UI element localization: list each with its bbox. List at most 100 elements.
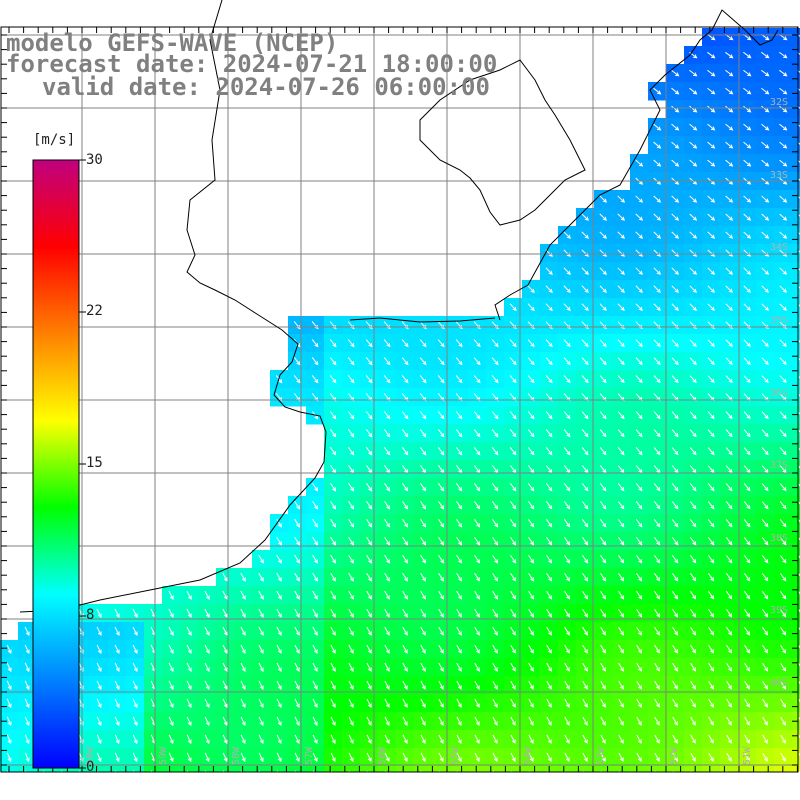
wind-arrowhead: [691, 739, 696, 744]
wind-arrow: [618, 590, 624, 600]
wind-arrow: [600, 572, 606, 582]
wind-arrow: [474, 536, 480, 546]
wind-arrow: [689, 339, 697, 347]
wind-arrowhead: [674, 378, 679, 384]
wind-arrow: [347, 429, 355, 437]
wind-arrowhead: [296, 776, 299, 779]
wind-arrowhead: [134, 776, 137, 779]
wind-arrowhead: [457, 721, 462, 726]
wind-arrow: [563, 357, 571, 365]
wind-arrow: [438, 518, 444, 528]
wind-arrowhead: [277, 631, 282, 636]
wind-arrow: [132, 680, 138, 690]
wind-arrow: [618, 644, 624, 654]
wind-arrow: [384, 518, 390, 528]
wind-arrowhead: [385, 757, 390, 763]
wind-arrowhead: [710, 180, 716, 185]
field-cell: [792, 694, 800, 713]
wind-arrowhead: [566, 523, 571, 528]
wind-arrowhead: [530, 414, 535, 420]
wind-arrowhead: [314, 415, 319, 420]
longitude-label: 59W: [158, 746, 169, 765]
wind-arrowhead: [693, 72, 698, 77]
wind-arrow: [761, 519, 769, 527]
wind-arrowhead: [367, 703, 372, 708]
wind-arrow: [653, 303, 661, 311]
wind-arrowhead: [565, 721, 570, 726]
wind-arrow: [330, 644, 336, 654]
wind-arrow: [653, 465, 661, 473]
wind-arrow: [635, 375, 643, 383]
wind-arrow: [437, 339, 445, 347]
wind-arrowhead: [241, 703, 246, 709]
wind-arrowhead: [692, 631, 697, 636]
valid-date: valid date: 2024-07-26 06:00:00: [42, 73, 490, 101]
wind-arrow: [636, 752, 642, 762]
wind-arrow: [707, 123, 715, 131]
wind-arrowhead: [710, 577, 715, 582]
wind-arrowhead: [656, 631, 661, 636]
wind-arrow: [599, 195, 607, 203]
wind-arrow: [744, 644, 750, 654]
wind-arrowhead: [656, 523, 661, 528]
wind-arrowhead: [548, 378, 553, 384]
wind-arrow: [276, 662, 282, 672]
wind-arrowhead: [782, 703, 786, 708]
wind-arrowhead: [655, 739, 660, 744]
wind-arrow: [725, 87, 733, 95]
wind-arrow: [330, 734, 336, 744]
wind-arrowhead: [548, 649, 552, 654]
coastline: [19, 0, 779, 613]
wind-arrow: [761, 573, 769, 581]
wind-arrow: [672, 698, 678, 708]
wind-arrowhead: [169, 649, 174, 654]
wind-arrow: [347, 375, 355, 383]
wind-arrow: [563, 267, 571, 275]
wind-arrow: [437, 411, 445, 419]
wind-arrowhead: [656, 685, 660, 690]
wind-arrow: [743, 267, 751, 275]
model-title: modelo GEFS-WAVE (NCEP): [6, 29, 339, 57]
wind-arrowhead: [602, 324, 607, 330]
wind-arrowhead: [169, 739, 174, 745]
field-cell: [702, 766, 721, 772]
wind-arrowhead: [620, 541, 625, 546]
field-cell: [792, 568, 800, 587]
wind-arrowhead: [746, 342, 751, 348]
wind-arrowhead: [403, 703, 408, 708]
wind-arrowhead: [457, 685, 462, 690]
wind-arrow: [761, 69, 769, 77]
wind-arrowhead: [170, 776, 173, 779]
wind-arrow: [545, 411, 553, 419]
wind-arrowhead: [133, 613, 138, 618]
wind-arrowhead: [205, 613, 210, 618]
wind-arrow: [186, 680, 192, 690]
wind-arrowhead: [782, 486, 787, 492]
wind-arrowhead: [475, 685, 480, 690]
wind-arrow: [510, 698, 516, 708]
wind-arrowhead: [692, 667, 696, 672]
wind-arrow: [168, 644, 174, 654]
wind-arrowhead: [584, 487, 589, 492]
wind-arrowhead: [368, 433, 373, 438]
wind-arrow: [545, 447, 553, 455]
wind-arrowhead: [710, 559, 715, 564]
wind-arrow: [761, 501, 769, 509]
wind-arrow: [707, 105, 715, 113]
wind-arrowhead: [421, 703, 426, 708]
wind-arrow: [437, 465, 445, 473]
wind-arrowhead: [440, 523, 445, 528]
wind-arrowhead: [548, 595, 553, 600]
field-cell: [792, 100, 800, 119]
wind-arrowhead: [440, 595, 444, 600]
wind-arrow: [546, 572, 552, 582]
wind-arrow: [581, 285, 589, 293]
wind-arrowhead: [242, 776, 245, 779]
wind-arrowhead: [115, 721, 120, 727]
wind-arrowhead: [620, 198, 626, 203]
wind-arrow: [779, 537, 787, 545]
wind-arrow: [671, 375, 679, 383]
wind-arrowhead: [259, 613, 264, 618]
wind-arrowhead: [620, 216, 626, 221]
wind-arrowhead: [728, 775, 731, 778]
